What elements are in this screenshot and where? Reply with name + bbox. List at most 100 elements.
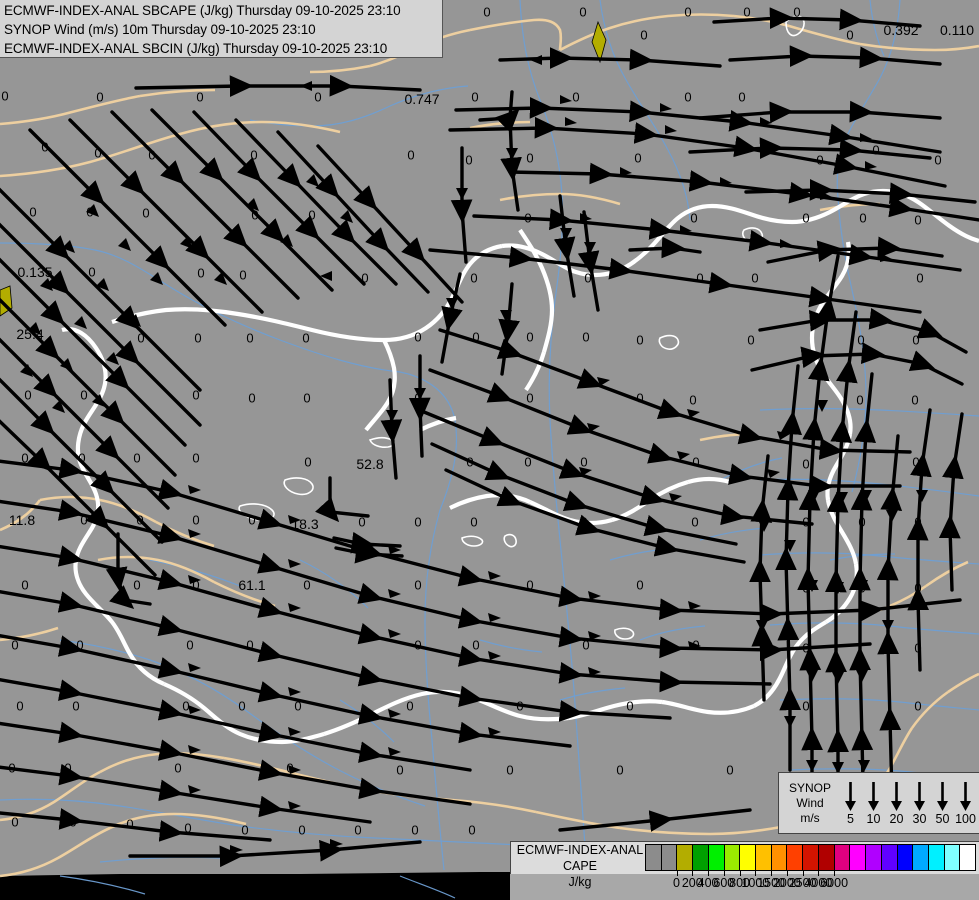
station-value: 0	[76, 637, 84, 653]
station-value: 0	[802, 210, 810, 226]
station-value: 0	[738, 89, 746, 105]
cape-color-swatch	[787, 845, 804, 870]
cape-color-swatch	[960, 845, 976, 870]
cape-tick-labels: 0 200 400 600 800 1000 1500 2000 2500 4000 6000	[645, 871, 978, 900]
station-value: 0	[916, 270, 924, 286]
synop-speed-row: 5 10 20 30 50 100	[839, 812, 977, 826]
station-value: 11.8	[8, 512, 36, 528]
cape-color-swatches	[645, 844, 976, 871]
cape-tick-mark	[818, 871, 820, 876]
cape-tick-label: 600	[713, 876, 735, 890]
station-value: 0	[298, 822, 306, 838]
cape-tick-label: 6000	[820, 876, 849, 890]
station-value: 0	[142, 205, 150, 221]
station-value: 0	[856, 392, 864, 408]
station-value: 0	[872, 142, 880, 158]
cape-tick-mark	[708, 871, 710, 876]
station-value: 0	[616, 762, 624, 778]
station-value: 0	[636, 577, 644, 593]
station-value: 0	[516, 698, 524, 714]
title-line-wind: SYNOP Wind (m/s) 10m Thursday 09-10-2025…	[4, 22, 316, 37]
synop-label-line3: m/s	[800, 810, 820, 825]
title-line-cin: ECMWF-INDEX-ANAL SBCIN (J/kg) Thursday 0…	[4, 41, 388, 56]
station-value: 0	[303, 577, 311, 593]
station-value: 0.747	[404, 91, 440, 107]
synop-speed-label: 5	[847, 812, 854, 826]
station-value: 0	[684, 89, 692, 105]
station-value: 0.392	[883, 22, 919, 38]
station-value: 0	[136, 512, 144, 528]
cape-color-swatch	[866, 845, 882, 870]
station-value: 0	[88, 264, 96, 280]
chart-title-box: ECMWF-INDEX-ANAL SBCAPE (J/kg) Thursday …	[0, 0, 443, 58]
station-value: 0	[302, 330, 310, 346]
station-value: 0	[246, 637, 254, 653]
station-value: 0	[692, 454, 700, 470]
station-value: 0	[526, 329, 534, 345]
station-value: 0	[192, 577, 200, 593]
cape-legend-line2: CAPE	[562, 859, 598, 873]
station-value: 0	[11, 814, 19, 830]
station-value: 0	[802, 698, 810, 714]
cape-legend-units: J/kg	[568, 875, 592, 889]
station-value: 0	[802, 456, 810, 472]
station-value: 0	[197, 265, 205, 281]
cape-color-swatch	[661, 845, 678, 870]
station-value: 0	[582, 637, 590, 653]
station-value: 0	[526, 577, 534, 593]
station-value: 0	[472, 329, 480, 345]
synop-legend-labels: SYNOP Wind m/s	[779, 781, 839, 826]
synop-scale: 5 10 20 30 50 100	[839, 780, 979, 826]
station-value: 0	[192, 512, 200, 528]
cape-tick-label: 800	[729, 876, 750, 890]
station-value: 0	[192, 387, 200, 403]
station-value: 0	[414, 637, 422, 653]
station-value: 0	[470, 270, 478, 286]
cape-tick-label: 4000	[804, 876, 833, 890]
station-value: 0	[793, 4, 801, 20]
station-value: 0	[692, 637, 700, 653]
cape-tick-label: 0	[673, 876, 680, 890]
station-value: 0	[414, 577, 422, 593]
synop-label-line2: Wind	[796, 795, 824, 810]
cape-color-swatch	[818, 845, 835, 870]
station-value: 0	[196, 89, 204, 105]
station-value: 0	[640, 27, 648, 43]
station-value: 0	[802, 640, 810, 656]
cape-tick-mark	[692, 871, 694, 876]
station-value: 0	[1, 88, 9, 104]
station-value: 0	[414, 329, 422, 345]
station-value: 0	[582, 329, 590, 345]
station-value: 0	[411, 822, 419, 838]
cape-color-swatch	[740, 845, 757, 870]
station-value: 0	[580, 454, 588, 470]
station-value: 0	[506, 762, 514, 778]
station-value: 0	[238, 698, 246, 714]
station-value: 61.1	[238, 577, 266, 593]
station-value: 0	[41, 139, 49, 155]
station-value: 0	[29, 204, 37, 220]
station-value: 0	[137, 330, 145, 346]
cape-color-swatch	[850, 845, 867, 870]
station-value: 0	[743, 4, 751, 20]
station-value: 0	[354, 822, 362, 838]
station-value: 0.135	[17, 264, 53, 280]
station-value: 0	[636, 390, 644, 406]
station-value: 0	[286, 760, 294, 776]
station-value: 0	[465, 152, 473, 168]
station-value: 0	[406, 698, 414, 714]
synop-speed-label: 10	[866, 812, 881, 826]
station-value: 0	[184, 820, 192, 836]
synop-label-line1: SYNOP	[788, 780, 831, 795]
station-value: 0	[584, 270, 592, 286]
station-value: 0	[72, 698, 80, 714]
station-value: 0	[914, 698, 922, 714]
station-value: 0	[21, 577, 29, 593]
station-value: 0	[912, 332, 920, 348]
station-value: 0	[24, 387, 32, 403]
station-value: 0	[696, 270, 704, 286]
station-value: 0	[572, 89, 580, 105]
station-value: 0	[304, 454, 312, 470]
station-value: 0	[857, 332, 865, 348]
